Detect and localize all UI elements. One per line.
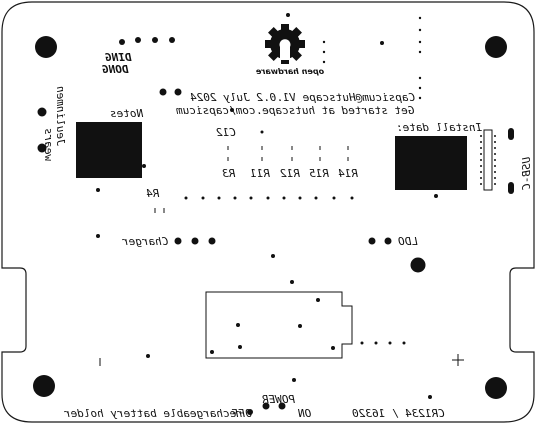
on-label: ON xyxy=(298,407,312,420)
mounting-hole-bottom-left xyxy=(33,375,55,397)
side-pad xyxy=(37,107,47,117)
mounting-hole-bottom-right xyxy=(485,377,507,399)
usb-c-connector xyxy=(480,128,514,194)
open-hardware-logo xyxy=(265,24,305,64)
mounting-hole-top-left xyxy=(35,36,57,58)
status-pads xyxy=(174,237,426,273)
board-url-line: Get started at hutscape.com/capsicum xyxy=(176,104,415,117)
cr-label: CR1234 / 16320 xyxy=(352,407,445,420)
ding-dong-pads xyxy=(119,37,182,96)
r15-label: R15 xyxy=(309,167,329,180)
battery-holder-outline xyxy=(205,291,353,359)
board-title-line: Capsicum@Hutscape V1.0.2 July 2024 xyxy=(190,91,416,104)
dong-label: DONG xyxy=(102,63,129,76)
r12-label: R12 xyxy=(280,167,300,180)
power-label: POWER xyxy=(262,393,296,406)
via-dots xyxy=(96,13,438,399)
notes-label: Notes xyxy=(110,107,144,120)
r4-label: R4 xyxy=(146,187,160,200)
install-date-label: Install date: xyxy=(396,121,483,134)
c12-label: C12 xyxy=(216,126,236,139)
install-date-box xyxy=(395,136,467,190)
component-marks xyxy=(99,146,464,366)
charger-label: Charger xyxy=(122,235,169,248)
open-hardware-label: open hardware xyxy=(256,67,325,76)
ldo-label: LDO xyxy=(398,235,418,248)
wears-label: wears xyxy=(42,128,55,162)
notes-box xyxy=(76,122,142,178)
ding-label: DING xyxy=(105,51,132,64)
usb-c-label: USB-C xyxy=(520,156,533,190)
side-pad xyxy=(37,143,47,153)
battery-holder-label: rechargeable battery holder xyxy=(64,407,243,420)
power-switch-pads xyxy=(247,402,286,415)
r11-label: R11 xyxy=(250,167,270,180)
mounting-hole-top-right xyxy=(485,36,507,58)
r14-label: R14 xyxy=(338,167,358,180)
jeulinmen-label: Jeulinmen xyxy=(54,86,67,146)
r3-label: R3 xyxy=(222,167,236,180)
